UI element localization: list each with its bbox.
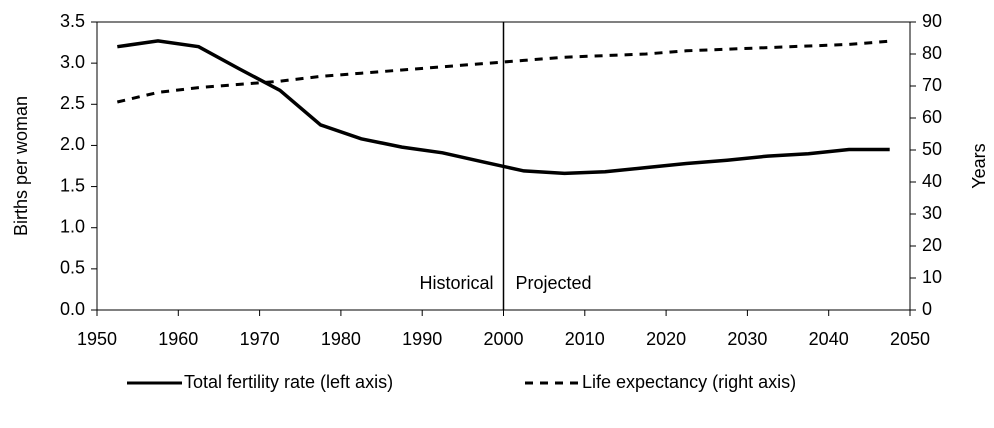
y2-tick-label: 40 <box>922 171 942 191</box>
y2-tick-label: 20 <box>922 235 942 255</box>
y-tick-label: 3.0 <box>60 52 85 72</box>
y2-tick-label: 90 <box>922 11 942 31</box>
legend-label: Life expectancy (right axis) <box>582 372 796 392</box>
y-tick-label: 2.5 <box>60 93 85 113</box>
y2-tick-label: 70 <box>922 75 942 95</box>
x-tick-label: 2050 <box>890 329 930 349</box>
series-line <box>117 39 890 176</box>
divider-label: Projected <box>516 273 592 293</box>
y-tick-label: 1.0 <box>60 216 85 236</box>
y-tick-label: 3.5 <box>60 11 85 31</box>
y2-tick-label: 10 <box>922 267 942 287</box>
x-tick-label: 1960 <box>158 329 198 349</box>
y-tick-label: 2.0 <box>60 134 85 154</box>
x-tick-label: 2000 <box>483 329 523 349</box>
y2-tick-label: 0 <box>922 299 932 319</box>
x-tick-label: 2040 <box>809 329 849 349</box>
x-tick-label: 1950 <box>77 329 117 349</box>
y2-axis-title: Years <box>969 143 989 188</box>
y2-tick-label: 60 <box>922 107 942 127</box>
y-axis-title: Births per woman <box>11 96 31 236</box>
x-tick-label: 1970 <box>240 329 280 349</box>
x-tick-label: 2010 <box>565 329 605 349</box>
x-tick-label: 1980 <box>321 329 361 349</box>
x-tick-label: 2030 <box>727 329 767 349</box>
y2-tick-label: 80 <box>922 43 942 63</box>
x-tick-label: 2020 <box>646 329 686 349</box>
x-tick-label: 1990 <box>402 329 442 349</box>
series-line <box>116 39 890 104</box>
y-tick-label: 0.0 <box>60 299 85 319</box>
y-tick-label: 1.5 <box>60 175 85 195</box>
y2-tick-label: 30 <box>922 203 942 223</box>
legend-label: Total fertility rate (left axis) <box>184 372 393 392</box>
divider-label: Historical <box>419 273 493 293</box>
y-tick-label: 0.5 <box>60 258 85 278</box>
y2-tick-label: 50 <box>922 139 942 159</box>
